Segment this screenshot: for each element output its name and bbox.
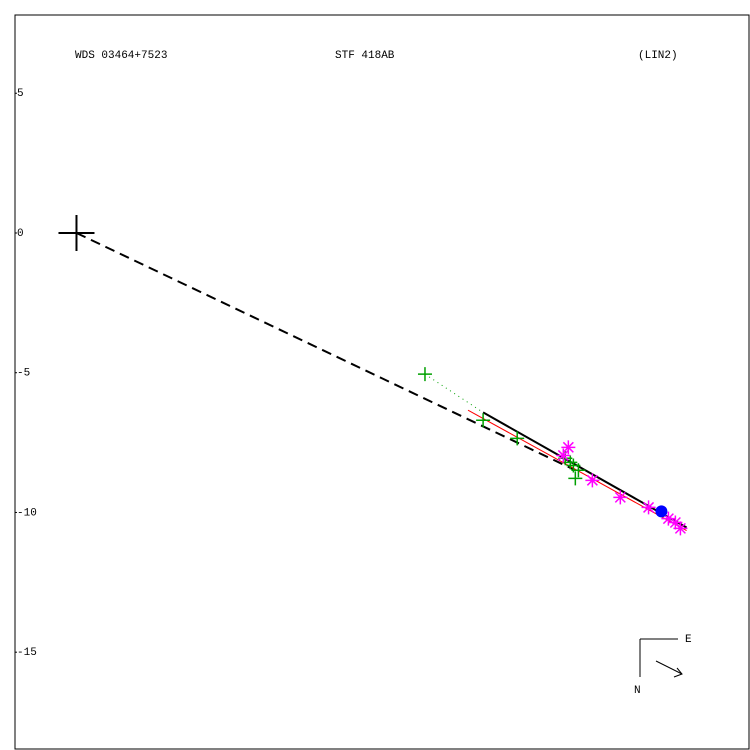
point [655, 505, 668, 518]
y-tick-label: 0 [17, 228, 24, 240]
y-tick-label: -15 [17, 647, 37, 659]
point [571, 463, 586, 478]
point [417, 367, 432, 382]
chart-subtitle: STF 418AB [335, 50, 395, 62]
reference: (LIN2) [638, 50, 678, 62]
point [476, 413, 491, 428]
point [668, 515, 683, 530]
y-tick-label: -5 [17, 368, 30, 380]
orbit-line [76, 232, 576, 472]
plot-frame [14, 14, 750, 750]
compass-east: E [685, 634, 692, 646]
chart-title: WDS 03464+7523 [75, 50, 167, 62]
point [673, 521, 688, 536]
motion-arrow-head [673, 667, 683, 678]
point [561, 440, 576, 455]
point [568, 471, 583, 486]
point [613, 490, 628, 505]
point [556, 448, 571, 463]
point [641, 500, 656, 515]
compass-north: N [634, 685, 641, 697]
compass: E N [634, 634, 692, 697]
orbit-line [424, 373, 484, 413]
point [661, 511, 676, 526]
y-tick-label: -10 [17, 507, 37, 519]
point [585, 473, 600, 488]
point [563, 455, 578, 470]
y-tick-label: 5 [17, 88, 24, 100]
point [510, 431, 525, 446]
motion-arrow [655, 660, 683, 675]
